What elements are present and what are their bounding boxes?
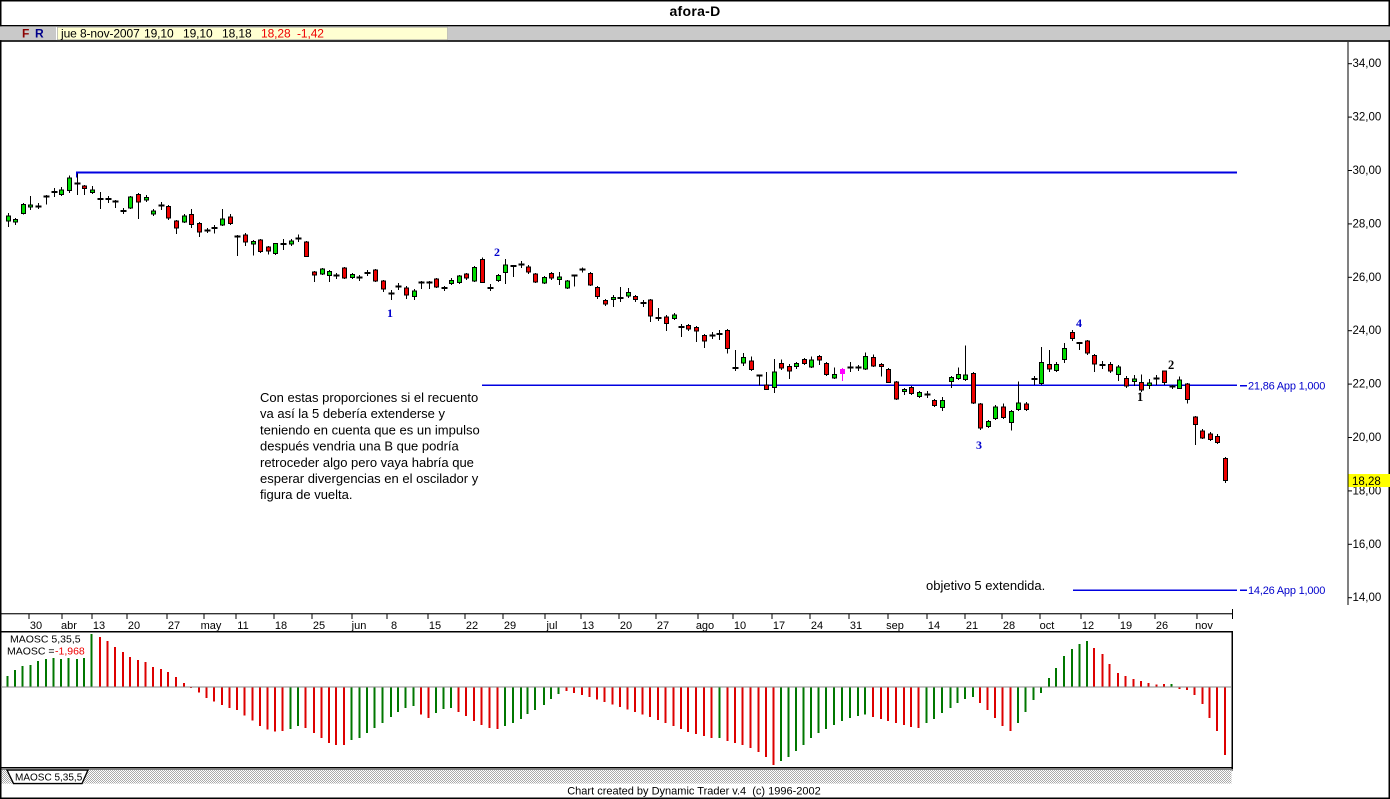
svg-text:4: 4 (1076, 316, 1082, 330)
svg-text:14: 14 (928, 620, 940, 632)
svg-text:-1,968: -1,968 (55, 646, 85, 658)
svg-text:MAOSC =: MAOSC = (7, 646, 55, 658)
svg-text:teniendo en cuenta que es un i: teniendo en cuenta que es un impulso (260, 422, 480, 437)
svg-text:3: 3 (976, 438, 982, 452)
svg-text:abr: abr (61, 620, 77, 632)
svg-text:22,00: 22,00 (1353, 379, 1382, 391)
svg-text:2: 2 (494, 245, 500, 259)
svg-text:19,10: 19,10 (144, 27, 174, 41)
svg-text:13: 13 (582, 620, 594, 632)
svg-text:34,00: 34,00 (1353, 58, 1382, 70)
svg-text:jun: jun (351, 620, 367, 632)
svg-text:30,00: 30,00 (1353, 165, 1382, 177)
svg-text:18,28: 18,28 (1352, 476, 1381, 488)
svg-text:20,00: 20,00 (1353, 432, 1382, 444)
svg-text:19: 19 (1120, 620, 1132, 632)
svg-text:13: 13 (93, 620, 105, 632)
svg-text:20: 20 (620, 620, 632, 632)
svg-text:26,00: 26,00 (1353, 272, 1382, 284)
svg-text:1: 1 (1137, 390, 1143, 404)
svg-text:21: 21 (966, 620, 978, 632)
svg-text:Con estas proporciones si el r: Con estas proporciones si el recuento (260, 390, 478, 405)
svg-text:19,10: 19,10 (183, 27, 213, 41)
svg-text:18,28: 18,28 (261, 27, 291, 41)
svg-text:10: 10 (734, 620, 746, 632)
svg-text:may: may (201, 620, 222, 632)
svg-text:26: 26 (1156, 620, 1168, 632)
svg-text:24: 24 (811, 620, 823, 632)
svg-text:MAOSC 5,35,5: MAOSC 5,35,5 (10, 634, 81, 646)
svg-text:2: 2 (1168, 358, 1174, 372)
svg-text:afora-D: afora-D (669, 3, 720, 19)
svg-text:20: 20 (128, 620, 140, 632)
svg-text:30: 30 (30, 620, 42, 632)
svg-text:figura de vuelta.: figura de vuelta. (260, 487, 353, 502)
svg-text:31: 31 (850, 620, 862, 632)
svg-text:15: 15 (429, 620, 441, 632)
svg-text:27: 27 (657, 620, 669, 632)
svg-text:sep: sep (886, 620, 904, 632)
svg-text:12: 12 (1082, 620, 1094, 632)
svg-text:oct: oct (1040, 620, 1055, 632)
svg-text:24,00: 24,00 (1353, 325, 1382, 337)
svg-text:retroceder algo pero vaya habr: retroceder algo pero vaya habría que (260, 455, 474, 470)
svg-text:ago: ago (696, 620, 714, 632)
svg-text:28: 28 (1003, 620, 1015, 632)
svg-text:17: 17 (773, 620, 785, 632)
svg-text:F: F (22, 27, 29, 41)
svg-text:R: R (35, 27, 44, 41)
svg-text:objetivo 5 extendida.: objetivo 5 extendida. (926, 578, 1045, 593)
svg-text:28,00: 28,00 (1353, 218, 1382, 230)
svg-text:29: 29 (504, 620, 516, 632)
svg-text:jul: jul (545, 620, 557, 632)
svg-text:8: 8 (391, 620, 397, 632)
svg-text:18: 18 (275, 620, 287, 632)
svg-text:16,00: 16,00 (1353, 539, 1382, 551)
svg-text:MAOSC 5,35,5: MAOSC 5,35,5 (15, 773, 83, 784)
svg-text:-1,42: -1,42 (297, 27, 324, 41)
svg-text:esperar divergencias en el osc: esperar divergencias en el oscilador y (260, 471, 479, 486)
svg-text:22: 22 (466, 620, 478, 632)
svg-text:32,00: 32,00 (1353, 112, 1382, 124)
svg-text:18,00: 18,00 (1353, 485, 1382, 497)
svg-text:1: 1 (387, 306, 393, 320)
svg-text:nov: nov (1195, 620, 1213, 632)
svg-text:después vendria una B que podr: después vendria una B que podría (260, 439, 460, 454)
svg-text:14,26 App 1,000: 14,26 App 1,000 (1248, 585, 1325, 597)
svg-text:18,18: 18,18 (222, 27, 252, 41)
svg-text:14,00: 14,00 (1353, 592, 1382, 604)
svg-text:21,86 App 1,000: 21,86 App 1,000 (1248, 381, 1325, 393)
svg-text:Chart created by Dynamic Trade: Chart created by Dynamic Trader v.4 (c) … (567, 786, 821, 798)
svg-text:jue 8-nov-2007: jue 8-nov-2007 (60, 27, 140, 41)
svg-text:11: 11 (237, 620, 248, 632)
svg-text:va así la 5 debería extenderse: va así la 5 debería extenderse y (260, 406, 446, 421)
svg-text:25: 25 (313, 620, 325, 632)
svg-text:27: 27 (168, 620, 180, 632)
